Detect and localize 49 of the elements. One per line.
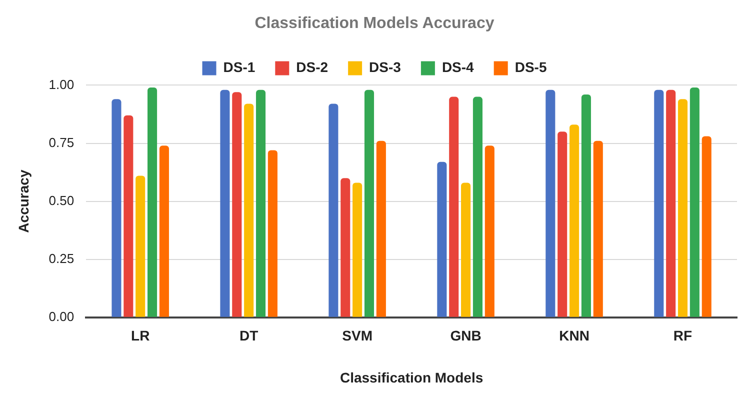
bar bbox=[136, 176, 146, 317]
legend-label: DS-4 bbox=[442, 59, 474, 76]
bar bbox=[472, 96, 482, 317]
bar bbox=[220, 90, 230, 317]
x-axis-title: Classification Models bbox=[340, 369, 484, 386]
bar bbox=[328, 104, 338, 317]
bar bbox=[593, 140, 603, 317]
bar bbox=[352, 182, 362, 317]
bar bbox=[364, 90, 374, 317]
bar bbox=[256, 90, 266, 317]
bar bbox=[148, 88, 158, 317]
x-tick-label: KNN bbox=[559, 328, 590, 344]
y-tick-label: 0.50 bbox=[48, 192, 74, 208]
bar bbox=[159, 146, 169, 317]
bar bbox=[581, 94, 591, 317]
x-tick-label: DT bbox=[239, 328, 259, 344]
y-axis-title: Accuracy bbox=[15, 170, 32, 233]
x-tick-label: RF bbox=[673, 328, 693, 344]
legend-label: DS-3 bbox=[369, 59, 402, 76]
bar bbox=[558, 132, 568, 317]
bar bbox=[112, 99, 122, 317]
x-tick-label: GNB bbox=[450, 328, 482, 344]
bar bbox=[437, 162, 447, 317]
bar bbox=[376, 140, 386, 317]
bar bbox=[340, 178, 350, 317]
legend-label: DS-2 bbox=[296, 59, 328, 76]
x-tick-label: SVM bbox=[342, 328, 372, 344]
chart-title: Classification Models Accuracy bbox=[254, 15, 494, 32]
y-tick-label: 0.75 bbox=[48, 134, 74, 150]
bar bbox=[461, 182, 471, 317]
bar bbox=[678, 99, 688, 317]
legend-label: DS-5 bbox=[514, 59, 547, 76]
bar bbox=[570, 124, 580, 317]
legend-label: DS-1 bbox=[223, 59, 256, 76]
y-tick-label: 0.00 bbox=[48, 308, 74, 324]
bar bbox=[268, 150, 278, 317]
bar bbox=[702, 136, 712, 317]
bar bbox=[124, 115, 134, 317]
x-tick-label: LR bbox=[131, 328, 150, 344]
y-tick-label: 1.00 bbox=[48, 76, 74, 92]
bar bbox=[484, 146, 494, 317]
bar bbox=[654, 90, 664, 317]
bar bbox=[232, 92, 242, 317]
bar bbox=[666, 90, 676, 317]
bar bbox=[244, 104, 254, 317]
y-tick-label: 0.25 bbox=[48, 250, 74, 266]
bar bbox=[449, 96, 459, 317]
bar bbox=[546, 90, 556, 317]
bar bbox=[690, 88, 700, 317]
